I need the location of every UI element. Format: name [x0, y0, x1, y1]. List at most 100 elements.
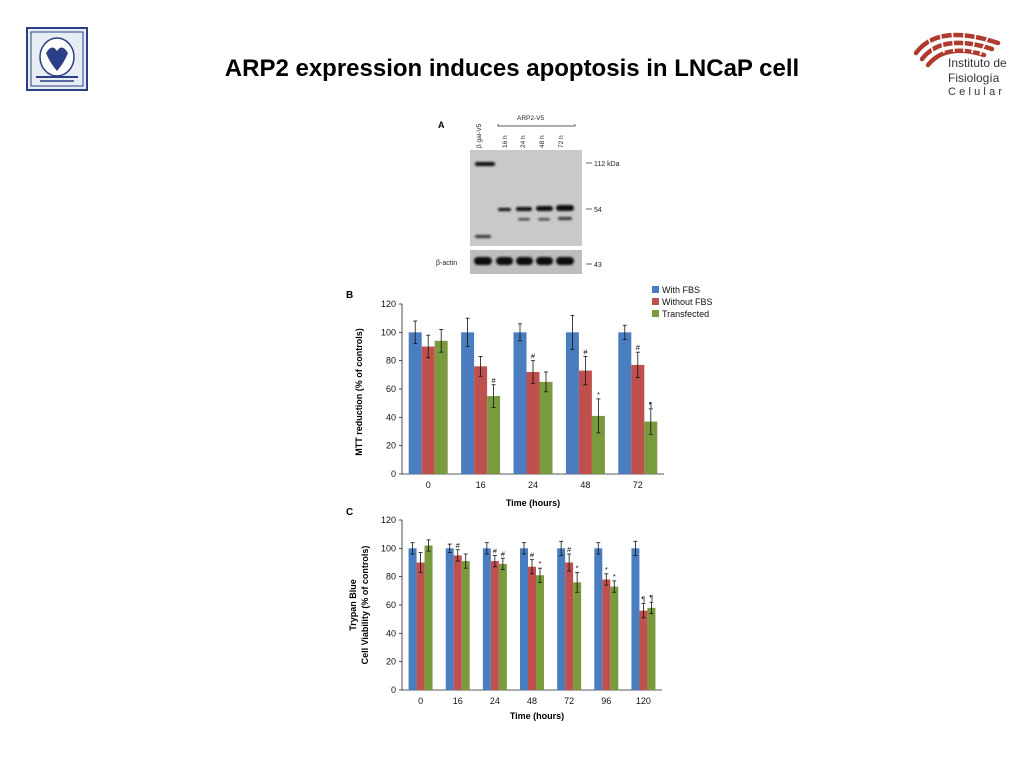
- y-tick-label: 120: [381, 515, 396, 525]
- bar: [536, 575, 544, 690]
- significance-marker: #: [531, 352, 536, 361]
- significance-marker: #: [492, 376, 497, 385]
- legend-label: Transfected: [662, 309, 709, 319]
- band-54-16h: [498, 208, 511, 211]
- bar: [539, 381, 553, 474]
- y-tick-label: 60: [386, 600, 396, 610]
- bar: [461, 561, 470, 690]
- bar: [408, 332, 422, 474]
- significance-marker: ¶: [649, 400, 653, 409]
- significance-marker: *: [605, 565, 608, 574]
- band-sub-48h: [538, 218, 550, 221]
- bar: [610, 586, 619, 690]
- lane-label: β gal-V5: [476, 123, 483, 148]
- x-tick-label: 16: [476, 480, 486, 490]
- lane-label: 16 h: [502, 135, 509, 148]
- band-112kda: [475, 162, 495, 166]
- bar: [408, 548, 417, 690]
- ifc-logo-line3: Celular: [948, 86, 1006, 98]
- band-actin: [556, 257, 574, 265]
- x-tick-label: 0: [418, 696, 423, 706]
- bar: [424, 545, 433, 690]
- bar: [434, 340, 448, 474]
- bar: [631, 548, 640, 690]
- y-tick-label: 120: [381, 299, 396, 309]
- significance-marker: #: [567, 545, 572, 554]
- bar: [594, 548, 603, 690]
- group-label: ARP2-V5: [517, 115, 544, 122]
- y-axis-title: MTT reduction (% of controls): [354, 328, 364, 456]
- group-bracket: [497, 124, 576, 127]
- bar: [591, 415, 605, 474]
- band-actin: [496, 257, 513, 265]
- y-tick-label: 100: [381, 543, 396, 553]
- x-tick-label: 48: [580, 480, 590, 490]
- significance-marker: ¶: [641, 595, 645, 604]
- ifc-logo-line1: Instituto de: [948, 56, 1007, 70]
- legend-swatch: [652, 286, 659, 293]
- bar: [421, 346, 435, 474]
- slide-title: ARP2 expression induces apoptosis in LNC…: [224, 55, 800, 82]
- band-actin: [474, 257, 492, 265]
- x-tick-label: 16: [453, 696, 463, 706]
- panel-c-label: C: [346, 507, 353, 518]
- bar: [578, 370, 592, 474]
- legend-swatch: [652, 298, 659, 305]
- bar: [445, 548, 454, 690]
- bar: [639, 610, 648, 690]
- bar: [461, 332, 475, 474]
- x-tick-label: 24: [528, 480, 538, 490]
- bar: [526, 372, 540, 474]
- bar: [631, 364, 645, 474]
- panel-a-label: A: [438, 120, 445, 130]
- ifc-logo-line2: Fisiología: [948, 71, 1000, 85]
- bar: [573, 582, 582, 690]
- marker-54: 54: [594, 207, 602, 214]
- x-axis-title: Time (hours): [510, 711, 564, 721]
- x-tick-label: 72: [633, 480, 643, 490]
- legend-label: Without FBS: [662, 297, 713, 307]
- band-actin: [516, 257, 533, 265]
- significance-marker: *: [597, 390, 600, 399]
- x-tick-label: 120: [636, 696, 651, 706]
- band-actin: [536, 257, 553, 265]
- y-tick-label: 20: [386, 441, 396, 451]
- y-axis-title-line2: Cell Viability (% of controls): [360, 546, 370, 665]
- y-axis-title-line1: Trypan Blue: [348, 579, 358, 631]
- ifc-logo-icon: [913, 29, 1001, 68]
- marker-43: 43: [594, 262, 602, 269]
- significance-marker: #: [501, 549, 506, 558]
- y-tick-label: 40: [386, 412, 396, 422]
- bar: [416, 562, 425, 690]
- x-tick-label: 0: [426, 480, 431, 490]
- bar: [453, 555, 462, 690]
- legend-label: With FBS: [662, 285, 700, 295]
- significance-marker: #: [530, 551, 535, 560]
- unam-logo-icon: [26, 27, 88, 91]
- bar: [565, 332, 579, 474]
- significance-marker: #: [493, 546, 498, 555]
- y-tick-label: 80: [386, 572, 396, 582]
- significance-marker: ¶: [649, 593, 653, 602]
- significance-marker: #: [583, 347, 588, 356]
- lane-label: 24 h: [520, 135, 527, 148]
- y-tick-label: 20: [386, 657, 396, 667]
- x-tick-label: 48: [527, 696, 537, 706]
- lane-label: 48 h: [539, 135, 546, 148]
- y-tick-label: 0: [391, 469, 396, 479]
- bar: [528, 566, 536, 690]
- western-blot-panel: A β gal-V5 16 h 24 h 48 h 72 h ARP2-V5 1…: [436, 115, 620, 274]
- y-tick-label: 40: [386, 628, 396, 638]
- actin-row-label: β-actin: [436, 260, 457, 267]
- bar: [482, 548, 491, 690]
- bar: [520, 548, 528, 690]
- band-sub-72h: [558, 217, 572, 220]
- bar: [618, 332, 632, 474]
- legend: With FBS Without FBS Transfected: [652, 285, 713, 319]
- x-tick-label: 24: [490, 696, 500, 706]
- y-tick-label: 80: [386, 356, 396, 366]
- band-lower: [475, 235, 491, 238]
- bar: [490, 561, 499, 690]
- panel-b-label: B: [346, 290, 353, 301]
